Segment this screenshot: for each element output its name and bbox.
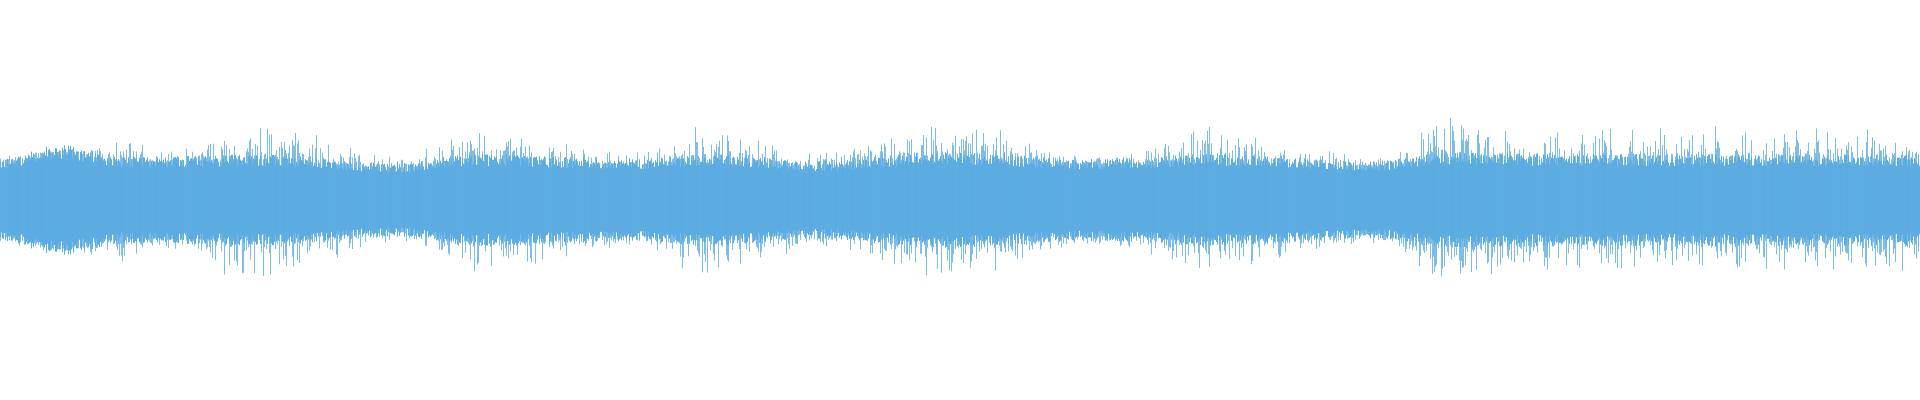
- waveform-peaks: [0, 118, 1919, 277]
